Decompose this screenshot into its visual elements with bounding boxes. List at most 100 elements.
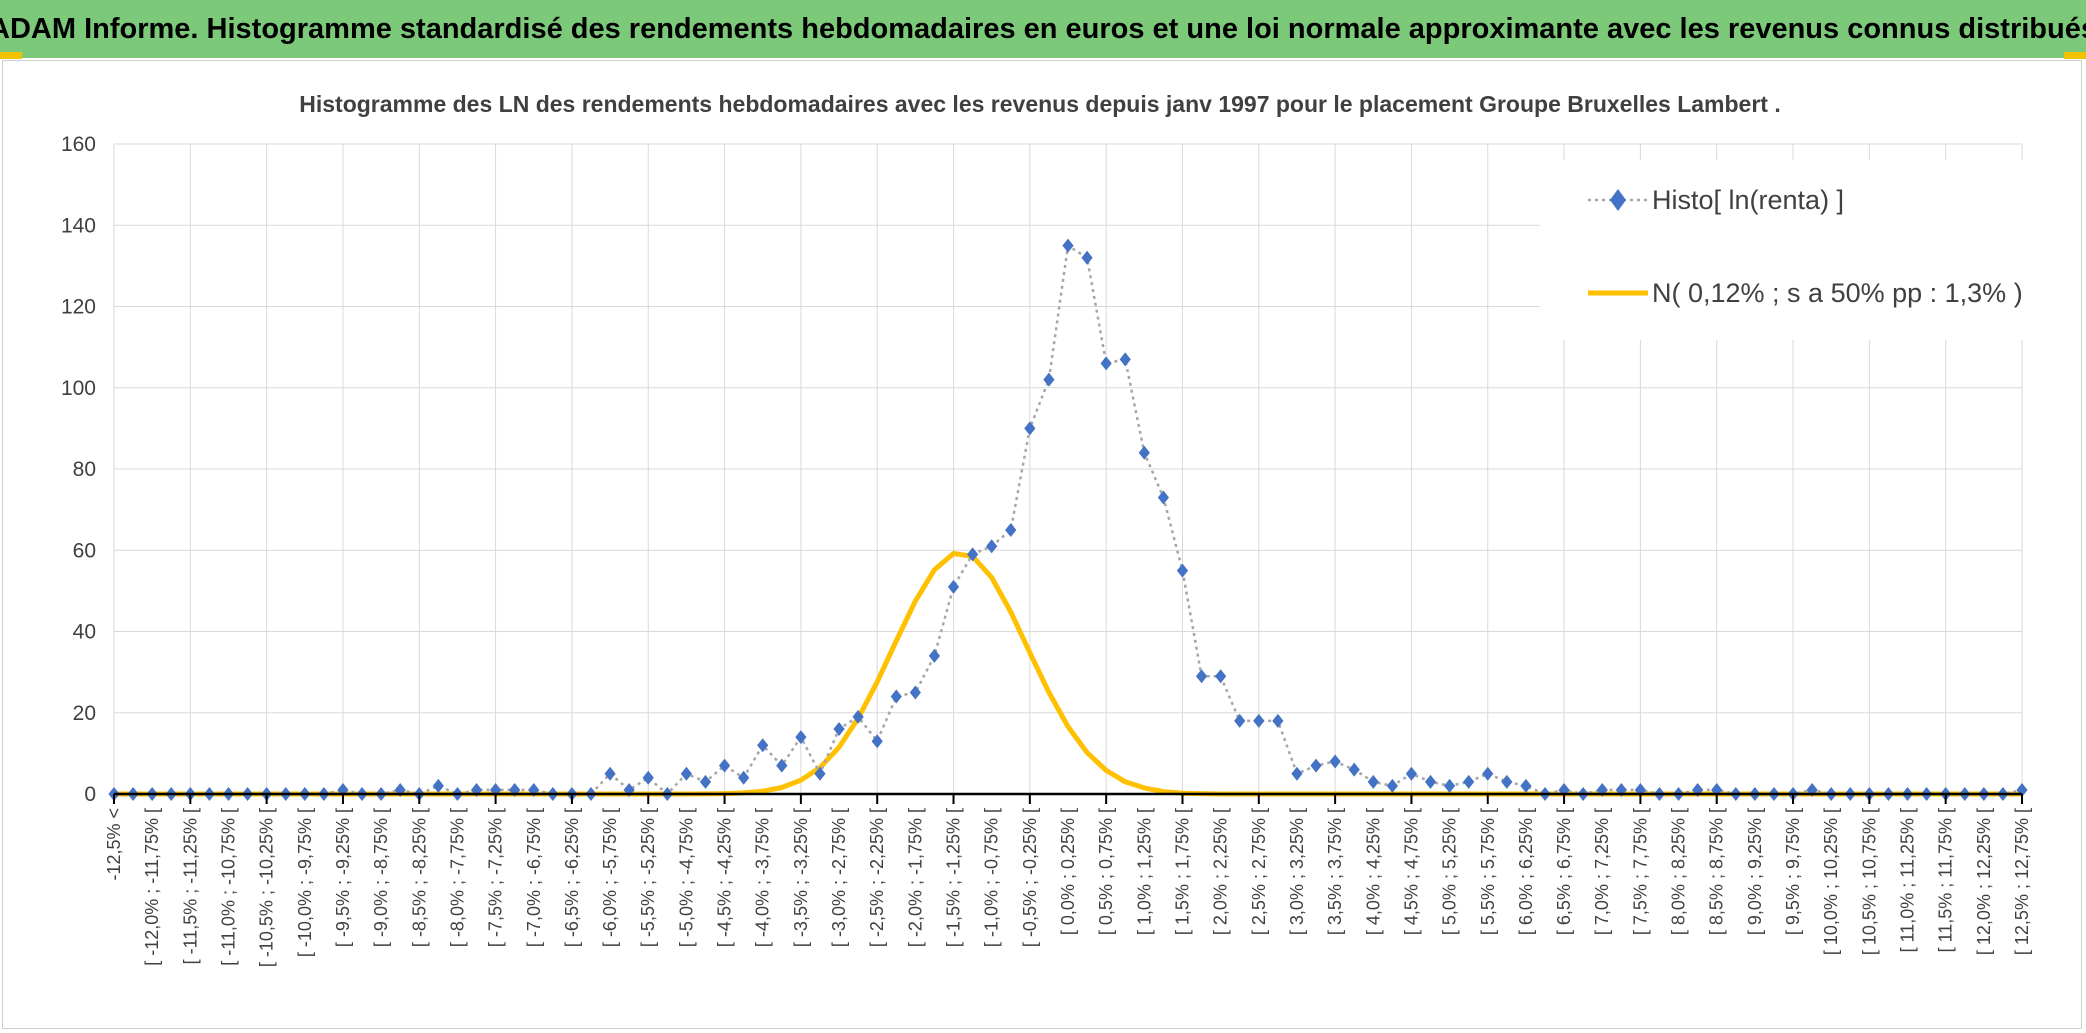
x-tick-label: [ -2,0% ; -1,75% [ xyxy=(905,808,925,947)
histogram-point xyxy=(604,766,616,781)
histogram-point xyxy=(947,579,960,594)
histogram-point xyxy=(738,770,750,785)
x-tick-label: [ -1,5% ; -1,25% [ xyxy=(944,808,964,947)
histogram-point xyxy=(967,547,979,562)
histogram-point xyxy=(1081,250,1093,265)
x-tick-label: [ -1,0% ; -0,75% [ xyxy=(982,808,1002,947)
x-tick-label: [ 6,5% ; 6,75% [ xyxy=(1554,808,1574,935)
y-axis: 0 20 40 60 80 100 120 140 160 xyxy=(61,133,96,806)
x-tick-label: [ 0,5% ; 0,75% [ xyxy=(1096,808,1116,935)
x-tick-label: [ 10,5% ; 10,75% [ xyxy=(1859,808,1879,955)
histogram-point xyxy=(1176,563,1189,578)
histogram-point xyxy=(2016,782,2028,797)
x-tick-label: [ 2,5% ; 2,75% [ xyxy=(1249,808,1269,935)
x-tick-label: [ 6,0% ; 6,25% [ xyxy=(1516,808,1536,935)
histogram-point xyxy=(1329,754,1341,769)
histogram-point xyxy=(890,689,902,704)
histogram-point xyxy=(1100,356,1112,371)
x-tick-label: [ 5,5% ; 5,75% [ xyxy=(1478,808,1498,935)
histogram-point xyxy=(680,766,692,781)
y-tick-label: 140 xyxy=(61,214,96,237)
x-tick-label: [ -9,0% ; -8,75% [ xyxy=(371,808,391,947)
histogram-point xyxy=(1062,238,1074,253)
x-tick-label: [ -6,0% ; -5,75% [ xyxy=(600,808,620,947)
x-tick-label: -12,5% < xyxy=(104,808,124,881)
histogram-point xyxy=(490,782,502,797)
gridlines xyxy=(113,143,2023,795)
x-tick-label: [ -12,0% ; -11,75% [ xyxy=(142,808,162,966)
x-tick-label: [ 4,5% ; 4,75% [ xyxy=(1401,808,1421,935)
histogram-point xyxy=(718,758,731,773)
histogram-point xyxy=(1119,352,1131,367)
legend-background xyxy=(1540,160,2070,340)
histogram-point xyxy=(1444,778,1456,793)
x-tick-label: [ 8,5% ; 8,75% [ xyxy=(1707,808,1727,935)
histogram-point xyxy=(776,758,788,773)
x-tick-label: [ 9,5% ; 9,75% [ xyxy=(1783,808,1803,935)
x-axis: -12,5% < [ -12,0% ; -11,75% [[ -11,5% ; -… xyxy=(104,792,2032,967)
histogram-point xyxy=(1005,522,1017,537)
x-tick-label: [ 9,0% ; 9,25% [ xyxy=(1745,808,1765,935)
histogram-point xyxy=(699,774,712,789)
x-tick-label: [ -10,0% ; -9,75% [ xyxy=(295,808,315,957)
normal-curve xyxy=(114,551,2022,797)
histogram-point xyxy=(1348,762,1360,777)
histogram-point xyxy=(1157,490,1169,505)
histogram-point xyxy=(833,722,845,736)
normal-curve-line xyxy=(114,551,2022,797)
x-tick-label: [ -10,5% ; -10,25% [ xyxy=(257,808,277,967)
x-tick-label: [ 1,5% ; 1,75% [ xyxy=(1172,808,1192,935)
histogram-point xyxy=(795,730,807,745)
histogram-point xyxy=(986,539,998,554)
histogram-point xyxy=(909,685,921,700)
y-tick-label: 80 xyxy=(73,458,96,481)
y-tick-label: 160 xyxy=(61,133,96,156)
x-tick-label: [ -3,5% ; -3,25% [ xyxy=(791,808,811,947)
x-tick-label: [ 4,0% ; 4,25% [ xyxy=(1363,808,1383,935)
legend: Histo[ ln(renta) ] N( 0,12% ; s a 50% pp… xyxy=(1540,160,2070,340)
x-tick-label: [ -2,5% ; -2,25% [ xyxy=(867,808,887,947)
banner-left-accent xyxy=(0,52,22,59)
histogram-point xyxy=(871,734,883,749)
y-tick-label: 40 xyxy=(73,621,96,644)
legend-histo-label: Histo[ ln(renta) ] xyxy=(1652,185,1844,215)
x-tick-label: [ -11,0% ; -10,75% [ xyxy=(218,808,238,966)
histogram-point xyxy=(1520,778,1532,793)
y-tick-label: 120 xyxy=(61,296,96,319)
histogram-point xyxy=(1405,766,1418,781)
x-tick-label: [ -6,5% ; -6,25% [ xyxy=(562,808,582,947)
histogram-point xyxy=(1424,774,1437,789)
histogram-point xyxy=(1253,713,1265,728)
histogram-point xyxy=(1463,774,1475,789)
histogram-point xyxy=(928,648,941,663)
x-tick-label: [ 2,0% ; 2,25% [ xyxy=(1211,808,1231,935)
histogram-point xyxy=(432,778,444,793)
histogram-point xyxy=(337,782,349,797)
report-banner: ADAM Informe. Histogramme standardisé de… xyxy=(0,0,2086,58)
histogram-point xyxy=(1310,758,1322,773)
x-tick-label: [ 1,0% ; 1,25% [ xyxy=(1134,808,1154,935)
histogram-point xyxy=(1711,782,1723,797)
histogram-point xyxy=(1234,713,1246,728)
y-tick-label: 60 xyxy=(73,539,96,562)
x-tick-label: [ 12,5% ; 12,75% [ xyxy=(2012,808,2032,955)
x-tick-label: [ -8,0% ; -7,75% [ xyxy=(447,808,467,947)
x-tick-label: [ 8,0% ; 8,25% [ xyxy=(1669,808,1689,935)
chart-title: Histogramme des LN des rendements hebdom… xyxy=(299,91,1780,117)
x-tick-label: [ -5,5% ; -5,25% [ xyxy=(638,808,658,947)
y-tick-label: 100 xyxy=(61,377,96,400)
x-tick-label: [ -4,5% ; -4,25% [ xyxy=(715,808,735,947)
histogram-point xyxy=(1215,669,1227,684)
histogram-point xyxy=(1291,766,1303,781)
x-tick-label: [ -7,0% ; -6,75% [ xyxy=(524,808,544,947)
x-tick-label: [ 11,0% ; 11,25% [ xyxy=(1898,808,1918,952)
histogram-point xyxy=(1501,774,1513,789)
x-tick-label: [ -9,5% ; -9,25% [ xyxy=(333,808,353,947)
legend-histo-marker xyxy=(1610,189,1626,211)
x-tick-label: [ 3,0% ; 3,25% [ xyxy=(1287,808,1307,935)
histogram-point xyxy=(1043,372,1055,387)
histogram-point xyxy=(852,709,864,724)
x-tick-label: [ -3,0% ; -2,75% [ xyxy=(829,808,849,947)
banner-right-accent xyxy=(2064,52,2086,59)
